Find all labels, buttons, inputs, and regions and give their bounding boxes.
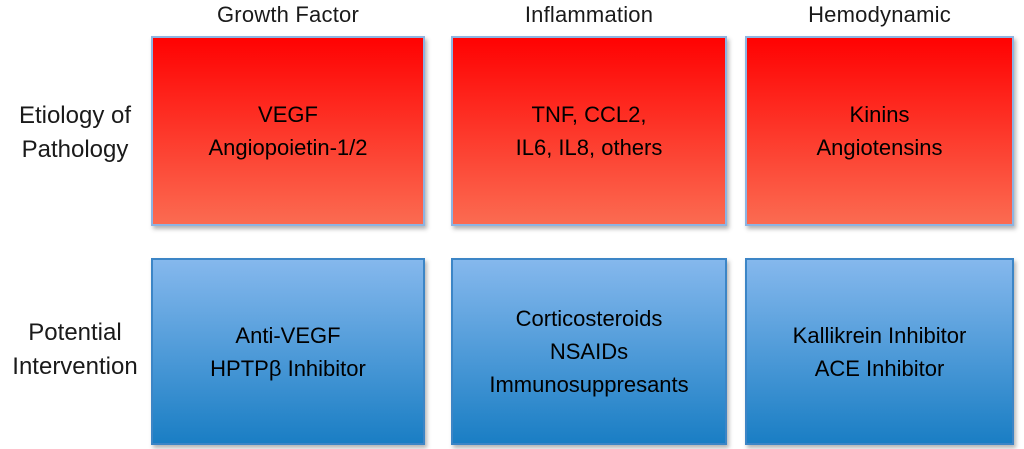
etiology-box-growth-factor: VEGF Angiopoietin-1/2 bbox=[151, 36, 425, 226]
box-text-line: IL6, IL8, others bbox=[515, 135, 663, 160]
row-label-potential-intervention: Potential Intervention bbox=[0, 316, 150, 384]
box-text-line: NSAIDs bbox=[549, 339, 629, 364]
box-text-line: Corticosteroids bbox=[515, 306, 663, 331]
intervention-box-hemodynamic: Kallikrein Inhibitor ACE Inhibitor bbox=[745, 258, 1014, 445]
row-label-etiology-of-pathology: Etiology of Pathology bbox=[0, 99, 150, 167]
intervention-box-growth-factor: Anti-VEGF HPTPβ Inhibitor bbox=[151, 258, 425, 445]
etiology-box-hemodynamic: Kinins Angiotensins bbox=[745, 36, 1014, 226]
row-label-line: Potential bbox=[28, 319, 122, 346]
box-text-line: Immunosuppresants bbox=[489, 372, 689, 397]
box-text-line: TNF, CCL2, bbox=[531, 102, 647, 127]
column-header-growth-factor: Growth Factor bbox=[217, 2, 359, 27]
row-label-line: Intervention bbox=[12, 353, 138, 380]
box-text-line: Kallikrein Inhibitor bbox=[792, 322, 967, 348]
box-text-line: Anti-VEGF bbox=[235, 322, 341, 348]
column-header-hemodynamic: Hemodynamic bbox=[808, 2, 951, 27]
box-text-line: HPTPβ Inhibitor bbox=[210, 355, 366, 381]
box-text-line: ACE Inhibitor bbox=[814, 355, 945, 381]
box-text-line: Kinins bbox=[849, 102, 910, 127]
box-text-line: VEGF bbox=[258, 102, 318, 127]
column-header-inflammation: Inflammation bbox=[524, 2, 654, 27]
box-text-line: Angiopoietin-1/2 bbox=[208, 135, 368, 160]
etiology-box-inflammation: TNF, CCL2, IL6, IL8, others bbox=[451, 36, 727, 226]
row-label-line: Pathology bbox=[21, 136, 129, 163]
box-text-line: Angiotensins bbox=[816, 135, 943, 160]
row-label-line: Etiology of bbox=[18, 102, 132, 129]
intervention-box-inflammation: Corticosteroids NSAIDs Immunosuppresants bbox=[451, 258, 727, 445]
